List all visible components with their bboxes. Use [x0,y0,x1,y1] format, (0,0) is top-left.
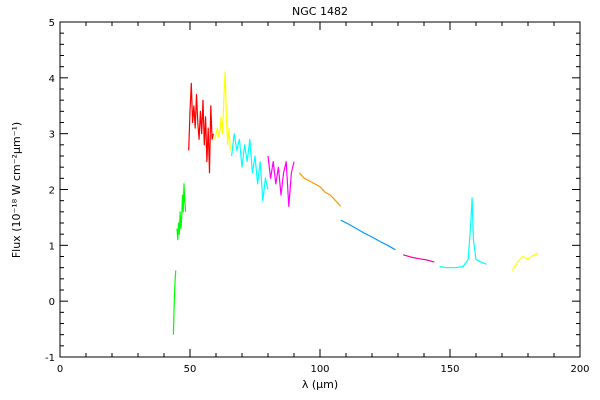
series-line-2 [176,183,187,241]
y-tick-label: 0 [49,297,55,308]
x-tick-label: 100 [310,364,329,375]
series-line-11 [511,252,539,271]
y-tick-label: 2 [49,186,55,197]
series-line-9 [403,254,435,263]
series-line-10 [439,197,487,269]
plot-frame [59,21,581,358]
series-line-7 [298,172,342,207]
series-line-1 [172,270,177,335]
series-line-4 [214,71,231,151]
y-tick-label: 3 [49,130,55,141]
y-tick-label: 1 [49,241,55,252]
y-tick-label: -1 [45,353,55,364]
series-line-6 [267,155,295,207]
chart-title: NGC 1482 [292,5,348,18]
series-line-8 [340,219,396,251]
series-line-3 [188,82,214,174]
y-tick-label: 5 [49,18,55,29]
y-axis-label: Flux (10⁻¹⁸ W cm⁻²μm⁻¹) [10,122,23,258]
x-tick-label: 200 [570,364,589,375]
y-tick-label: 4 [49,74,55,85]
x-tick-label: 0 [57,364,63,375]
x-tick-label: 150 [440,364,459,375]
series-layer [172,71,539,335]
x-axis-label: λ (μm) [302,378,338,391]
x-tick-label: 50 [184,364,197,375]
series-line-5 [231,133,269,202]
